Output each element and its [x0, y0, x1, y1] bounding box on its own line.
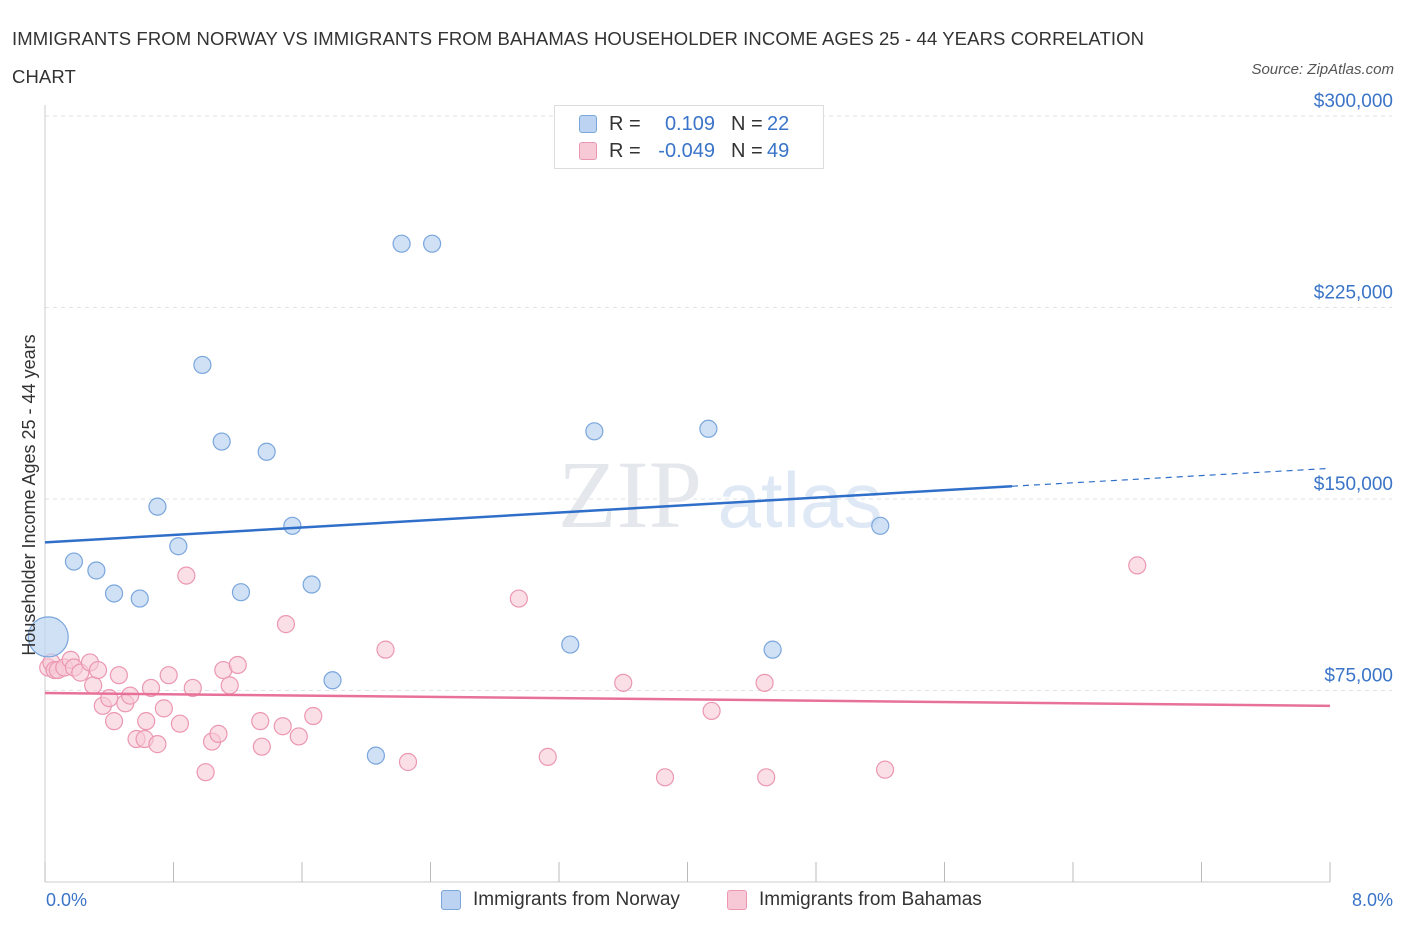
- bahamas-trend-line: [44, 691, 1331, 708]
- chart-title: IMMIGRANTS FROM NORWAY VS IMMIGRANTS FRO…: [12, 28, 1145, 87]
- y-axis-tick-labels: $75,000 $150,000 $225,000 $300,000: [1314, 91, 1393, 687]
- norway-trend-line: [44, 484, 1013, 544]
- norway-point: [87, 561, 106, 580]
- bottom-legend-norway: Immigrants from Norway: [441, 889, 680, 911]
- bahamas-point: [154, 699, 173, 718]
- bahamas-r-value: -0.049: [658, 139, 715, 162]
- r-label: R =: [609, 112, 641, 135]
- source-label: Source: ZipAtlas.com: [1251, 61, 1394, 78]
- bahamas-point: [509, 589, 528, 608]
- watermark-atlas: atlas: [718, 456, 883, 544]
- bahamas-point: [209, 724, 228, 744]
- norway-point: [323, 671, 342, 690]
- norway-point: [392, 234, 411, 253]
- norway-point: [302, 575, 321, 594]
- bottom-legend-bahamas: Immigrants from Bahamas: [727, 889, 982, 911]
- norway-point: [283, 516, 302, 535]
- norway-points: [27, 234, 890, 765]
- bahamas-point: [220, 676, 239, 695]
- bahamas-point: [84, 676, 103, 695]
- bahamas-points: [39, 556, 1147, 787]
- r-label: R =: [609, 139, 641, 162]
- bahamas-point: [376, 640, 395, 659]
- bahamas-n-value: 49: [767, 139, 790, 162]
- bahamas-point: [109, 666, 128, 685]
- bahamas-point: [183, 678, 202, 698]
- bahamas-point: [755, 673, 774, 692]
- bahamas-point: [875, 760, 895, 779]
- norway-swatch: [579, 115, 597, 133]
- watermark: ZIP atlas: [558, 441, 882, 548]
- watermark-zip: ZIP: [558, 441, 702, 548]
- bahamas-point: [196, 763, 215, 782]
- bahamas-point: [170, 714, 190, 733]
- norway-point: [423, 234, 442, 253]
- bahamas-point: [100, 689, 119, 708]
- norway-point: [64, 552, 84, 571]
- bahamas-point: [702, 701, 721, 721]
- bahamas-point: [141, 678, 161, 698]
- legend-row-bahamas: R = -0.049 N = 49: [579, 138, 789, 164]
- n-label: N =: [731, 139, 763, 162]
- norway-point: [763, 640, 782, 659]
- norway-trend-extension: [1011, 467, 1331, 487]
- y-tick-label: $75,000: [1324, 666, 1393, 687]
- trend-lines: [44, 467, 1331, 708]
- n-label: N =: [731, 112, 763, 135]
- norway-n-value: 22: [767, 112, 790, 135]
- x-tick-label-min: 0.0%: [46, 890, 88, 910]
- bahamas-point: [304, 706, 323, 726]
- y-tick-label: $150,000: [1314, 474, 1393, 495]
- bahamas-point: [252, 737, 271, 756]
- norway-point: [257, 442, 276, 461]
- norway-point: [366, 746, 385, 765]
- bahamas-point: [289, 727, 308, 746]
- norway-point: [148, 497, 167, 516]
- norway-legend-swatch: [441, 890, 461, 910]
- bahamas-point: [177, 566, 196, 585]
- axes: [44, 105, 1331, 883]
- norway-point: [585, 422, 604, 441]
- bahamas-point: [757, 768, 776, 787]
- bahamas-swatch: [579, 142, 597, 160]
- bahamas-point: [276, 615, 296, 634]
- bahamas-point: [148, 735, 167, 754]
- grid-lines: [45, 115, 1392, 691]
- norway-r-value: 0.109: [664, 112, 715, 135]
- bahamas-point: [1128, 556, 1147, 575]
- y-tick-label: $225,000: [1314, 283, 1393, 304]
- correlation-legend: R = 0.109 N = 22 R = -0.049 N = 49: [554, 105, 824, 169]
- bahamas-point: [655, 768, 675, 787]
- norway-legend-label: Immigrants from Norway: [473, 889, 680, 910]
- norway-point: [871, 516, 890, 535]
- bahamas-point: [159, 666, 178, 685]
- bahamas-point: [104, 712, 124, 731]
- x-tick-label-max: 8.0%: [1351, 890, 1393, 910]
- norway-point: [130, 589, 149, 608]
- norway-point: [104, 584, 124, 603]
- bahamas-point: [121, 686, 140, 705]
- norway-point: [27, 616, 69, 658]
- bahamas-point: [614, 673, 633, 692]
- norway-point: [561, 635, 580, 654]
- bahamas-point: [137, 712, 156, 731]
- bahamas-point: [538, 747, 557, 766]
- legend-row-norway: R = 0.109 N = 22: [579, 111, 789, 137]
- bahamas-point: [273, 717, 292, 736]
- norway-point: [169, 537, 188, 556]
- norway-point: [231, 583, 251, 602]
- bahamas-legend-label: Immigrants from Bahamas: [759, 889, 982, 910]
- norway-point: [699, 419, 718, 438]
- bahamas-point: [88, 660, 108, 680]
- y-axis-label: Householder Income Ages 25 - 44 years: [19, 334, 39, 655]
- norway-point: [193, 355, 212, 375]
- bahamas-point: [228, 655, 247, 675]
- y-tick-label: $300,000: [1314, 91, 1393, 112]
- norway-point: [212, 432, 231, 451]
- bahamas-point: [251, 712, 270, 731]
- bahamas-legend-swatch: [727, 890, 747, 910]
- bahamas-point: [398, 752, 418, 772]
